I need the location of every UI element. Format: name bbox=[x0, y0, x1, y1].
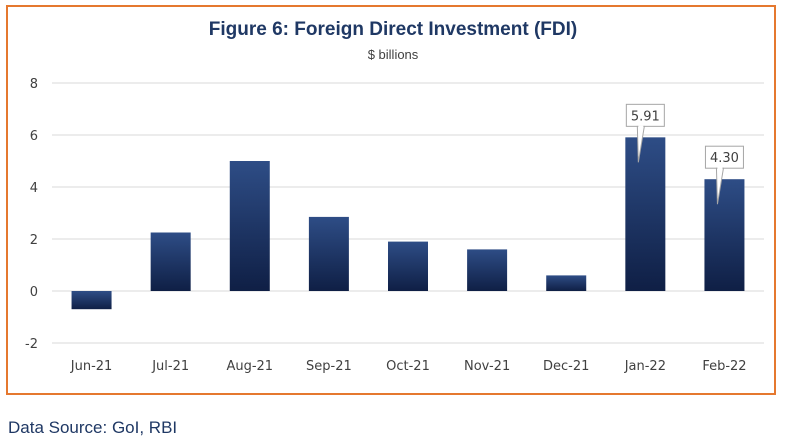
callout-box bbox=[625, 103, 665, 127]
data-label-text: 4.30 bbox=[710, 151, 739, 166]
y-tick-label: -2 bbox=[25, 337, 38, 352]
y-tick-label: 0 bbox=[30, 285, 38, 300]
x-category-label: Jul-21 bbox=[151, 359, 189, 374]
x-category-label: Oct-21 bbox=[386, 359, 430, 374]
bar-jun-21 bbox=[71, 291, 112, 310]
bar-feb-22 bbox=[704, 179, 745, 291]
data-labels: 5.91 4.30 bbox=[625, 103, 744, 205]
callout-box bbox=[704, 145, 744, 169]
x-category-label: Sep-21 bbox=[306, 359, 352, 374]
y-tick-label: 8 bbox=[30, 77, 38, 92]
chart-subtitle: $ billions bbox=[367, 47, 419, 62]
x-axis-categories: Jun-21 Jul-21 Aug-21 Sep-21 Oct-21 Nov-21 Dec-… bbox=[70, 359, 747, 374]
chart-title: Figure 6: Foreign Direct Investment (FDI… bbox=[208, 19, 578, 40]
y-axis-ticks: -2 0 2 4 6 8 bbox=[25, 77, 38, 352]
y-tick-label: 6 bbox=[30, 129, 38, 144]
bar-jul-21 bbox=[150, 232, 191, 291]
data-label-text: 5.91 bbox=[631, 109, 660, 124]
bar-nov-21 bbox=[467, 249, 508, 291]
y-tick-label: 2 bbox=[30, 233, 38, 248]
bars bbox=[71, 137, 745, 310]
bar-jan-22 bbox=[625, 137, 666, 291]
data-source-note: Data Source: GoI, RBI bbox=[8, 418, 178, 437]
x-category-label: Feb-22 bbox=[702, 359, 746, 374]
y-tick-label: 4 bbox=[30, 181, 38, 196]
x-category-label: Jan-22 bbox=[624, 359, 666, 374]
x-category-label: Dec-21 bbox=[543, 359, 589, 374]
bar-aug-21 bbox=[229, 161, 270, 291]
bar-oct-21 bbox=[388, 241, 428, 291]
bar-sep-21 bbox=[308, 216, 349, 291]
data-label-callout: 5.91 bbox=[625, 103, 665, 163]
x-category-label: Nov-21 bbox=[464, 359, 510, 374]
bar-dec-21 bbox=[546, 275, 587, 291]
data-label-callout: 4.30 bbox=[704, 145, 744, 205]
x-category-label: Jun-21 bbox=[70, 359, 113, 374]
bar-chart: -2 0 2 4 6 8 Jun-21 Jul-21 Aug-21 Sep-21 Oct-21 No… bbox=[25, 77, 764, 374]
x-category-label: Aug-21 bbox=[226, 359, 273, 374]
